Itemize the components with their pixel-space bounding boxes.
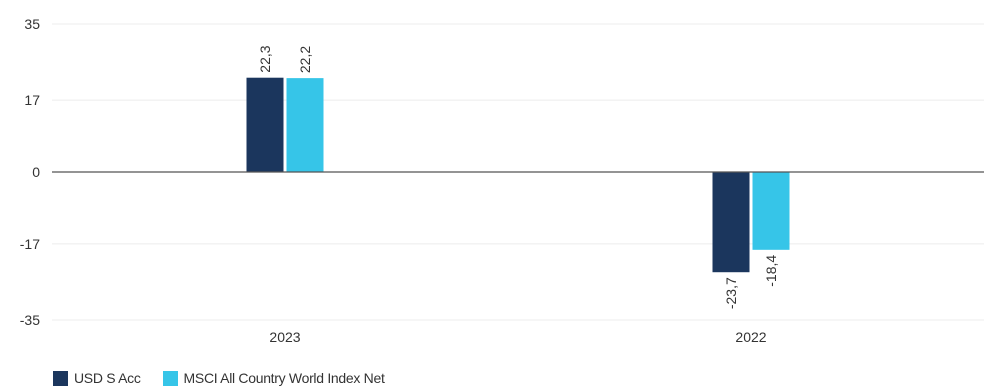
y-axis-ticks: 35 17 0 -17 -35 — [20, 16, 40, 328]
legend: USD S Acc MSCI All Country World Index N… — [53, 370, 407, 386]
bars — [246, 77, 790, 273]
legend-item-series-2[interactable]: MSCI All Country World Index Net — [162, 370, 385, 386]
y-tick-label: -35 — [20, 312, 40, 328]
bar-1-2023[interactable] — [246, 77, 284, 172]
data-labels: 22,3 22,2 -23,7 -18,4 — [257, 45, 779, 309]
bar-chart: 35 17 0 -17 -35 22,3 22,2 -23,7 -18,4 2023 2022 — [20, 16, 984, 345]
x-tick-label: 2023 — [269, 329, 300, 345]
gridlines — [52, 23, 984, 321]
legend-label-series-1: USD S Acc — [74, 370, 141, 386]
x-tick-label: 2022 — [735, 329, 766, 345]
data-label: 22,3 — [257, 45, 273, 72]
y-tick-label: 17 — [24, 92, 40, 108]
y-tick-label: -17 — [20, 236, 40, 252]
data-label: 22,2 — [297, 46, 313, 73]
bar-2-2022[interactable] — [752, 172, 790, 250]
data-label: -23,7 — [723, 277, 739, 309]
bar-2-2023[interactable] — [286, 78, 324, 172]
legend-label-series-2: MSCI All Country World Index Net — [183, 370, 385, 386]
data-label: -18,4 — [763, 255, 779, 287]
legend-swatch-series-1 — [53, 370, 68, 386]
y-tick-label: 0 — [32, 164, 40, 180]
y-tick-label: 35 — [24, 16, 40, 32]
bar-1-2022[interactable] — [712, 172, 750, 273]
legend-item-series-1[interactable]: USD S Acc — [53, 370, 141, 386]
legend-swatch-series-2 — [162, 370, 178, 386]
x-axis-ticks: 2023 2022 — [269, 329, 766, 345]
